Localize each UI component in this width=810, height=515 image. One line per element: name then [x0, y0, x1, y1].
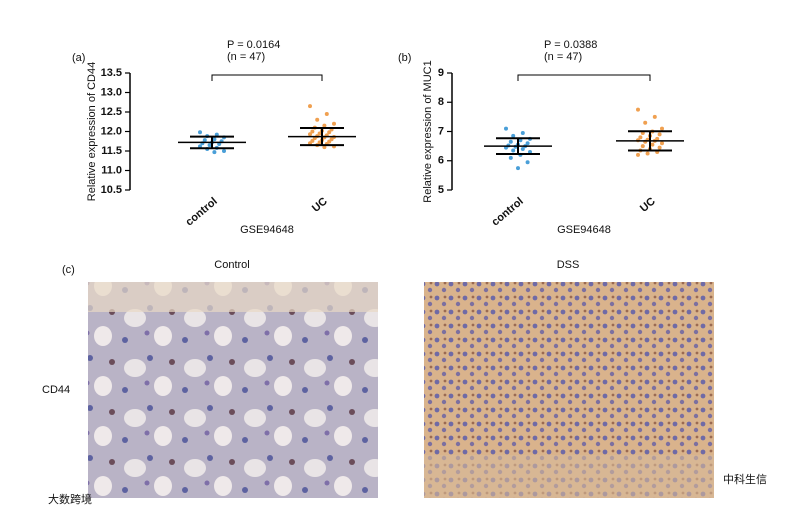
- p-value: P = 0.0388: [544, 39, 597, 51]
- watermark: 中科生信: [723, 472, 767, 486]
- data-point: [660, 126, 664, 131]
- data-point: [207, 143, 212, 148]
- data-point: [322, 123, 327, 128]
- data-point: [315, 117, 320, 122]
- data-point: [332, 121, 336, 126]
- data-point: [652, 114, 657, 119]
- x-tick-label: control: [184, 195, 220, 228]
- data-point: [212, 150, 217, 155]
- image-region: [88, 282, 378, 312]
- y-tick-label: 12.0: [101, 125, 122, 137]
- y-tick-label: 8: [438, 96, 444, 108]
- data-point: [327, 130, 332, 135]
- data-point: [636, 107, 640, 112]
- data-point: [638, 135, 643, 140]
- y-tick-label: 12.5: [101, 106, 122, 118]
- column-label: DSS: [557, 259, 580, 271]
- data-point: [504, 126, 508, 131]
- data-point: [636, 152, 640, 157]
- data-point: [520, 147, 525, 152]
- data-point: [657, 145, 662, 150]
- data-point: [640, 144, 645, 149]
- bracket: [211, 74, 323, 81]
- y-tick-label: 6: [438, 155, 444, 167]
- panel-label: (a): [72, 52, 85, 64]
- data-point: [660, 141, 664, 146]
- image-region: [424, 455, 714, 498]
- data-point: [198, 130, 202, 135]
- data-point: [518, 138, 523, 143]
- x-axis-label: GSE94648: [240, 224, 294, 236]
- n-label: (n = 47): [544, 51, 582, 63]
- data-point: [308, 132, 312, 137]
- data-point: [511, 133, 516, 138]
- data-point: [202, 138, 207, 143]
- data-point: [310, 129, 315, 134]
- p-value: P = 0.0164: [227, 39, 280, 51]
- data-point: [212, 137, 217, 142]
- data-point: [525, 141, 530, 146]
- y-tick-label: 13.0: [101, 86, 122, 98]
- data-point: [643, 120, 648, 125]
- n-label: (n = 47): [227, 51, 265, 63]
- y-tick-label: 5: [438, 184, 444, 196]
- y-tick-label: 9: [438, 67, 444, 79]
- y-axis-label: Relative expression of CD44: [86, 62, 98, 201]
- histology-image: [88, 282, 378, 498]
- x-tick-label: UC: [310, 195, 330, 214]
- data-point: [525, 160, 530, 165]
- data-point: [508, 155, 513, 160]
- data-point: [308, 104, 312, 109]
- y-tick-label: 10.5: [101, 184, 122, 196]
- x-tick-label: control: [490, 195, 526, 228]
- data-point: [511, 148, 516, 153]
- data-point: [657, 132, 662, 137]
- data-point: [508, 139, 513, 144]
- data-point: [516, 166, 520, 171]
- bracket: [517, 74, 651, 81]
- y-tick-label: 11.0: [101, 164, 122, 176]
- x-axis-label: GSE94648: [557, 224, 611, 236]
- row-label: CD44: [42, 384, 70, 396]
- data-point: [317, 131, 322, 136]
- data-point: [222, 149, 226, 153]
- data-point: [520, 130, 525, 135]
- panel-label: (b): [398, 52, 411, 64]
- y-tick-label: 11.5: [101, 145, 122, 157]
- data-point: [528, 149, 532, 154]
- y-tick-label: 13.5: [101, 67, 122, 79]
- y-axis-label: Relative expression of MUC1: [422, 60, 434, 202]
- watermark: 大数跨境: [48, 492, 92, 506]
- data-point: [645, 151, 650, 156]
- y-tick-label: 7: [438, 125, 444, 137]
- column-label: Control: [214, 259, 249, 271]
- x-tick-label: UC: [638, 195, 658, 214]
- panel-label: (c): [62, 264, 75, 276]
- data-point: [324, 111, 329, 116]
- data-point: [317, 140, 322, 145]
- data-point: [650, 142, 655, 147]
